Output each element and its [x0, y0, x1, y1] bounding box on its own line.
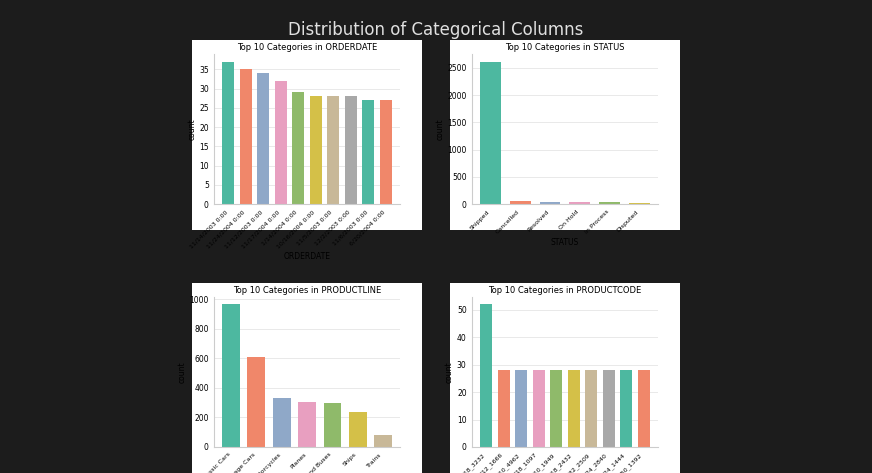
Text: Distribution of Categorical Columns: Distribution of Categorical Columns	[289, 21, 583, 39]
Bar	[550, 370, 562, 447]
Bar	[568, 370, 580, 447]
Bar	[310, 96, 322, 204]
X-axis label: ORDERDATE: ORDERDATE	[283, 252, 330, 261]
Bar	[585, 370, 597, 447]
Bar	[362, 100, 374, 204]
Bar	[569, 202, 590, 204]
Bar	[533, 370, 545, 447]
Bar	[637, 370, 650, 447]
Bar	[275, 81, 287, 204]
Bar	[273, 398, 290, 447]
Bar	[540, 201, 561, 204]
X-axis label: STATUS: STATUS	[551, 238, 579, 247]
Bar	[374, 435, 392, 447]
Bar	[257, 73, 269, 204]
Title: Top 10 Categories in ORDERDATE: Top 10 Categories in ORDERDATE	[237, 43, 378, 52]
Title: Top 10 Categories in PRODUCTLINE: Top 10 Categories in PRODUCTLINE	[233, 286, 381, 295]
Bar	[510, 201, 531, 204]
Y-axis label: count: count	[445, 361, 454, 383]
Bar	[240, 69, 252, 204]
Bar	[629, 203, 650, 204]
Bar	[298, 402, 316, 447]
Title: Top 10 Categories in STATUS: Top 10 Categories in STATUS	[505, 43, 624, 52]
Bar	[327, 96, 339, 204]
Bar	[222, 304, 240, 447]
Y-axis label: count: count	[187, 119, 196, 140]
Bar	[292, 92, 304, 204]
Bar	[349, 412, 366, 447]
Bar	[620, 370, 632, 447]
Y-axis label: count: count	[178, 361, 187, 383]
Bar	[379, 100, 392, 204]
Bar	[498, 370, 510, 447]
Bar	[324, 403, 341, 447]
Bar	[222, 61, 235, 204]
Bar	[515, 370, 528, 447]
Y-axis label: count: count	[435, 119, 445, 140]
Bar	[344, 96, 357, 204]
Bar	[480, 61, 501, 204]
Title: Top 10 Categories in PRODUCTCODE: Top 10 Categories in PRODUCTCODE	[488, 286, 642, 295]
Bar	[480, 304, 493, 447]
Bar	[599, 202, 620, 204]
Bar	[248, 358, 265, 447]
Bar	[603, 370, 615, 447]
